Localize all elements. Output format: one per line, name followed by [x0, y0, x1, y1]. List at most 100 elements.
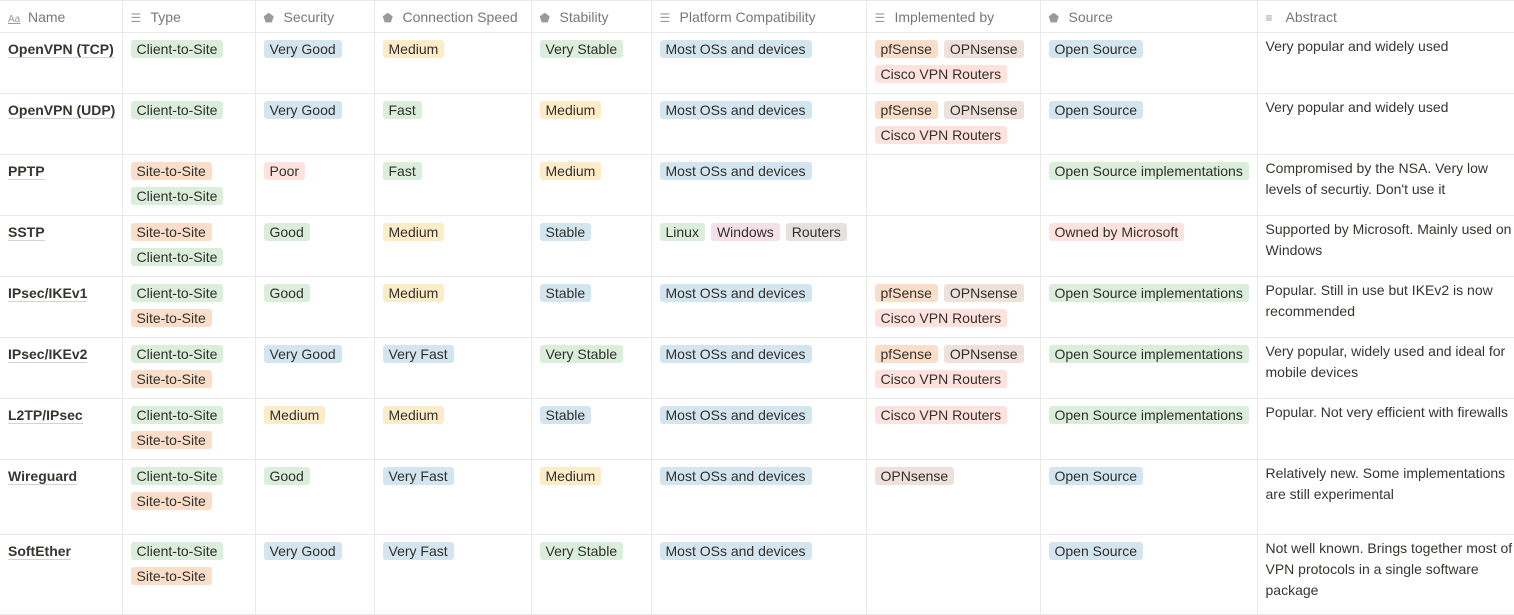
column-header-name[interactable]: Aa Name	[0, 0, 123, 33]
cell-speed[interactable]: Fast	[373, 154, 532, 216]
column-header-abstract[interactable]: ≡ Abstract	[1256, 0, 1514, 33]
table-row[interactable]: L2TP/IPsec Client-to-Site Site-to-Site Medi…	[0, 398, 1514, 460]
cell-security[interactable]: Very Good	[254, 93, 375, 155]
cell-implemented[interactable]	[865, 215, 1041, 277]
row-title[interactable]: L2TP/IPsec	[8, 407, 83, 424]
cell-source[interactable]: Open Source	[1039, 534, 1258, 615]
cell-platform[interactable]: Linux Windows Routers	[650, 215, 867, 277]
row-title[interactable]: OpenVPN (UDP)	[8, 102, 116, 119]
cell-abstract[interactable]: Very popular, widely used and ideal for …	[1256, 337, 1514, 399]
cell-implemented[interactable]: pfSense OPNsense Cisco VPN Routers	[865, 93, 1041, 155]
cell-source[interactable]: Open Source	[1039, 93, 1258, 155]
column-header-security[interactable]: ⬟ Security	[254, 0, 375, 33]
cell-speed[interactable]: Medium	[373, 215, 532, 277]
table-row[interactable]: SoftEther Client-to-Site Site-to-Site Very …	[0, 534, 1514, 615]
cell-platform[interactable]: Most OSs and devices	[650, 459, 867, 535]
row-title[interactable]: SSTP	[8, 224, 45, 241]
cell-source[interactable]: Owned by Microsoft	[1039, 215, 1258, 277]
row-title[interactable]: IPsec/IKEv2	[8, 346, 88, 363]
cell-implemented[interactable]: OPNsense	[865, 459, 1041, 535]
cell-speed[interactable]: Medium	[373, 32, 532, 94]
cell-implemented[interactable]: pfSense OPNsense Cisco VPN Routers	[865, 276, 1041, 338]
table-row[interactable]: OpenVPN (TCP) Client-to-Site Very Good Medi…	[0, 32, 1514, 94]
cell-abstract[interactable]: Very popular and widely used	[1256, 93, 1514, 155]
cell-implemented[interactable]	[865, 154, 1041, 216]
cell-type[interactable]: Client-to-Site Site-to-Site	[121, 276, 256, 338]
cell-speed[interactable]: Very Fast	[373, 337, 532, 399]
cell-type[interactable]: Client-to-Site Site-to-Site	[121, 337, 256, 399]
cell-stability[interactable]: Very Stable	[530, 534, 652, 615]
cell-type[interactable]: Client-to-Site Site-to-Site	[121, 459, 256, 535]
cell-security[interactable]: Medium	[254, 398, 375, 460]
cell-security[interactable]: Very Good	[254, 534, 375, 615]
cell-abstract[interactable]: Supported by Microsoft. Mainly used on W…	[1256, 215, 1514, 277]
cell-source[interactable]: Open Source implementations	[1039, 154, 1258, 216]
cell-platform[interactable]: Most OSs and devices	[650, 154, 867, 216]
cell-type[interactable]: Site-to-Site Client-to-Site	[121, 215, 256, 277]
cell-platform[interactable]: Most OSs and devices	[650, 337, 867, 399]
cell-name[interactable]: PPTP	[0, 154, 123, 216]
cell-source[interactable]: Open Source implementations	[1039, 337, 1258, 399]
column-header-connection-speed[interactable]: ⬟ Connection Speed	[373, 0, 532, 33]
cell-type[interactable]: Client-to-Site	[121, 32, 256, 94]
cell-platform[interactable]: Most OSs and devices	[650, 534, 867, 615]
table-row[interactable]: IPsec/IKEv1 Client-to-Site Site-to-Site Goo…	[0, 276, 1514, 338]
column-header-type[interactable]: ☰ Type	[121, 0, 256, 33]
table-row[interactable]: PPTP Site-to-Site Client-to-Site Poor Fast Me…	[0, 154, 1514, 216]
cell-name[interactable]: SSTP	[0, 215, 123, 277]
cell-platform[interactable]: Most OSs and devices	[650, 276, 867, 338]
cell-implemented[interactable]: pfSense OPNsense Cisco VPN Routers	[865, 32, 1041, 94]
cell-speed[interactable]: Medium	[373, 276, 532, 338]
row-title[interactable]: PPTP	[8, 163, 45, 180]
cell-stability[interactable]: Medium	[530, 459, 652, 535]
cell-stability[interactable]: Medium	[530, 154, 652, 216]
cell-security[interactable]: Good	[254, 276, 375, 338]
table-row[interactable]: SSTP Site-to-Site Client-to-Site Good Medium…	[0, 215, 1514, 277]
cell-name[interactable]: OpenVPN (TCP)	[0, 32, 123, 94]
table-row[interactable]: IPsec/IKEv2 Client-to-Site Site-to-Site Ver…	[0, 337, 1514, 399]
cell-platform[interactable]: Most OSs and devices	[650, 93, 867, 155]
cell-name[interactable]: L2TP/IPsec	[0, 398, 123, 460]
cell-security[interactable]: Good	[254, 215, 375, 277]
cell-speed[interactable]: Fast	[373, 93, 532, 155]
cell-name[interactable]: IPsec/IKEv1	[0, 276, 123, 338]
table-row[interactable]: Wireguard Client-to-Site Site-to-Site Good V…	[0, 459, 1514, 535]
cell-security[interactable]: Poor	[254, 154, 375, 216]
column-header-implemented-by[interactable]: ☰ Implemented by	[865, 0, 1041, 33]
cell-abstract[interactable]: Very popular and widely used	[1256, 32, 1514, 94]
cell-speed[interactable]: Very Fast	[373, 459, 532, 535]
column-header-source[interactable]: ⬟ Source	[1039, 0, 1258, 33]
cell-implemented[interactable]: pfSense OPNsense Cisco VPN Routers	[865, 337, 1041, 399]
cell-implemented[interactable]: Cisco VPN Routers	[865, 398, 1041, 460]
cell-security[interactable]: Very Good	[254, 337, 375, 399]
cell-stability[interactable]: Very Stable	[530, 32, 652, 94]
cell-implemented[interactable]	[865, 534, 1041, 615]
cell-name[interactable]: Wireguard	[0, 459, 123, 535]
cell-name[interactable]: OpenVPN (UDP)	[0, 93, 123, 155]
cell-abstract[interactable]: Popular. Not very efficient with firewal…	[1256, 398, 1514, 460]
cell-platform[interactable]: Most OSs and devices	[650, 32, 867, 94]
cell-abstract[interactable]: Not well known. Brings together most of …	[1256, 534, 1514, 615]
cell-type[interactable]: Site-to-Site Client-to-Site	[121, 154, 256, 216]
cell-stability[interactable]: Stable	[530, 215, 652, 277]
cell-security[interactable]: Very Good	[254, 32, 375, 94]
cell-speed[interactable]: Very Fast	[373, 534, 532, 615]
cell-stability[interactable]: Medium	[530, 93, 652, 155]
cell-abstract[interactable]: Popular. Still in use but IKEv2 is now r…	[1256, 276, 1514, 338]
cell-name[interactable]: SoftEther	[0, 534, 123, 615]
row-title[interactable]: IPsec/IKEv1	[8, 285, 88, 302]
row-title[interactable]: OpenVPN (TCP)	[8, 41, 114, 58]
cell-source[interactable]: Open Source implementations	[1039, 398, 1258, 460]
cell-stability[interactable]: Stable	[530, 398, 652, 460]
cell-security[interactable]: Good	[254, 459, 375, 535]
cell-stability[interactable]: Very Stable	[530, 337, 652, 399]
cell-type[interactable]: Client-to-Site	[121, 93, 256, 155]
cell-source[interactable]: Open Source	[1039, 32, 1258, 94]
cell-type[interactable]: Client-to-Site Site-to-Site	[121, 534, 256, 615]
cell-name[interactable]: IPsec/IKEv2	[0, 337, 123, 399]
row-title[interactable]: SoftEther	[8, 543, 71, 560]
cell-speed[interactable]: Medium	[373, 398, 532, 460]
column-header-stability[interactable]: ⬟ Stability	[530, 0, 652, 33]
table-row[interactable]: OpenVPN (UDP) Client-to-Site Very Good Fast…	[0, 93, 1514, 155]
cell-source[interactable]: Open Source implementations	[1039, 276, 1258, 338]
